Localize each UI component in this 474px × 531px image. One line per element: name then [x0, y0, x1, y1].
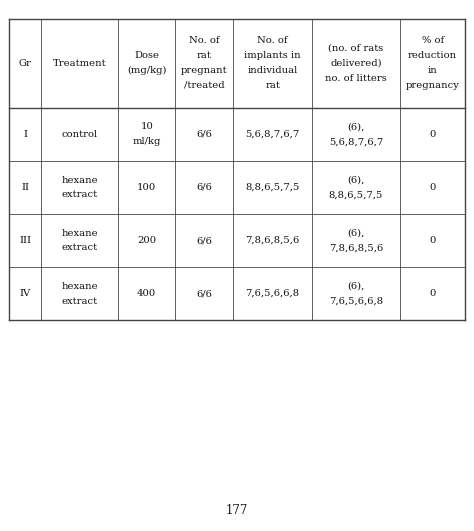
Text: implants in: implants in: [244, 52, 301, 60]
Text: No. of: No. of: [257, 37, 288, 45]
Text: 6/6: 6/6: [196, 289, 212, 298]
Text: extract: extract: [62, 191, 98, 199]
Text: Treatment: Treatment: [53, 59, 107, 67]
Text: delivered): delivered): [330, 59, 382, 67]
Text: 200: 200: [137, 236, 156, 245]
Text: (6),: (6),: [347, 123, 365, 131]
Text: 8,8,6,5,7,5: 8,8,6,5,7,5: [246, 183, 300, 192]
Text: 7,6,5,6,6,8: 7,6,5,6,6,8: [329, 297, 383, 305]
Text: Gr: Gr: [18, 59, 31, 67]
Text: 7,8,6,8,5,6: 7,8,6,8,5,6: [246, 236, 300, 245]
Text: hexane: hexane: [61, 229, 98, 237]
Text: (no. of rats: (no. of rats: [328, 44, 383, 53]
Text: 0: 0: [429, 183, 436, 192]
Text: hexane: hexane: [61, 282, 98, 290]
Text: 6/6: 6/6: [196, 130, 212, 139]
Text: pregnant: pregnant: [181, 66, 228, 75]
Text: I: I: [23, 130, 27, 139]
Text: control: control: [62, 130, 98, 139]
Text: III: III: [19, 236, 31, 245]
Text: Dose: Dose: [134, 52, 159, 60]
Text: no. of litters: no. of litters: [325, 74, 387, 82]
Text: 100: 100: [137, 183, 156, 192]
Text: rat: rat: [197, 52, 211, 60]
Text: extract: extract: [62, 244, 98, 252]
Text: (6),: (6),: [347, 176, 365, 184]
Text: ml/kg: ml/kg: [133, 138, 161, 146]
Text: 5,6,8,7,6,7: 5,6,8,7,6,7: [246, 130, 300, 139]
Text: (6),: (6),: [347, 229, 365, 237]
Text: hexane: hexane: [61, 176, 98, 184]
Text: in: in: [428, 66, 438, 75]
Text: 6/6: 6/6: [196, 236, 212, 245]
Text: 0: 0: [429, 236, 436, 245]
Text: 5,6,8,7,6,7: 5,6,8,7,6,7: [329, 138, 383, 146]
Text: II: II: [21, 183, 29, 192]
Text: 7,6,5,6,6,8: 7,6,5,6,6,8: [246, 289, 300, 298]
Text: pregnancy: pregnancy: [406, 81, 460, 90]
Text: 0: 0: [429, 289, 436, 298]
Text: 8,8,6,5,7,5: 8,8,6,5,7,5: [329, 191, 383, 199]
Text: 0: 0: [429, 130, 436, 139]
Text: 400: 400: [137, 289, 156, 298]
Text: (mg/kg): (mg/kg): [127, 66, 166, 75]
Text: rat: rat: [265, 81, 280, 90]
Text: individual: individual: [247, 66, 298, 75]
Text: reduction: reduction: [408, 52, 457, 60]
Text: No. of: No. of: [189, 37, 219, 45]
Text: (6),: (6),: [347, 282, 365, 290]
Text: 6/6: 6/6: [196, 183, 212, 192]
Text: 10: 10: [140, 123, 153, 131]
Text: 177: 177: [226, 504, 248, 517]
Text: extract: extract: [62, 297, 98, 305]
Text: 7,8,6,8,5,6: 7,8,6,8,5,6: [329, 244, 383, 252]
Text: % of: % of: [421, 37, 444, 45]
Text: IV: IV: [19, 289, 31, 298]
Text: /treated: /treated: [184, 81, 225, 90]
